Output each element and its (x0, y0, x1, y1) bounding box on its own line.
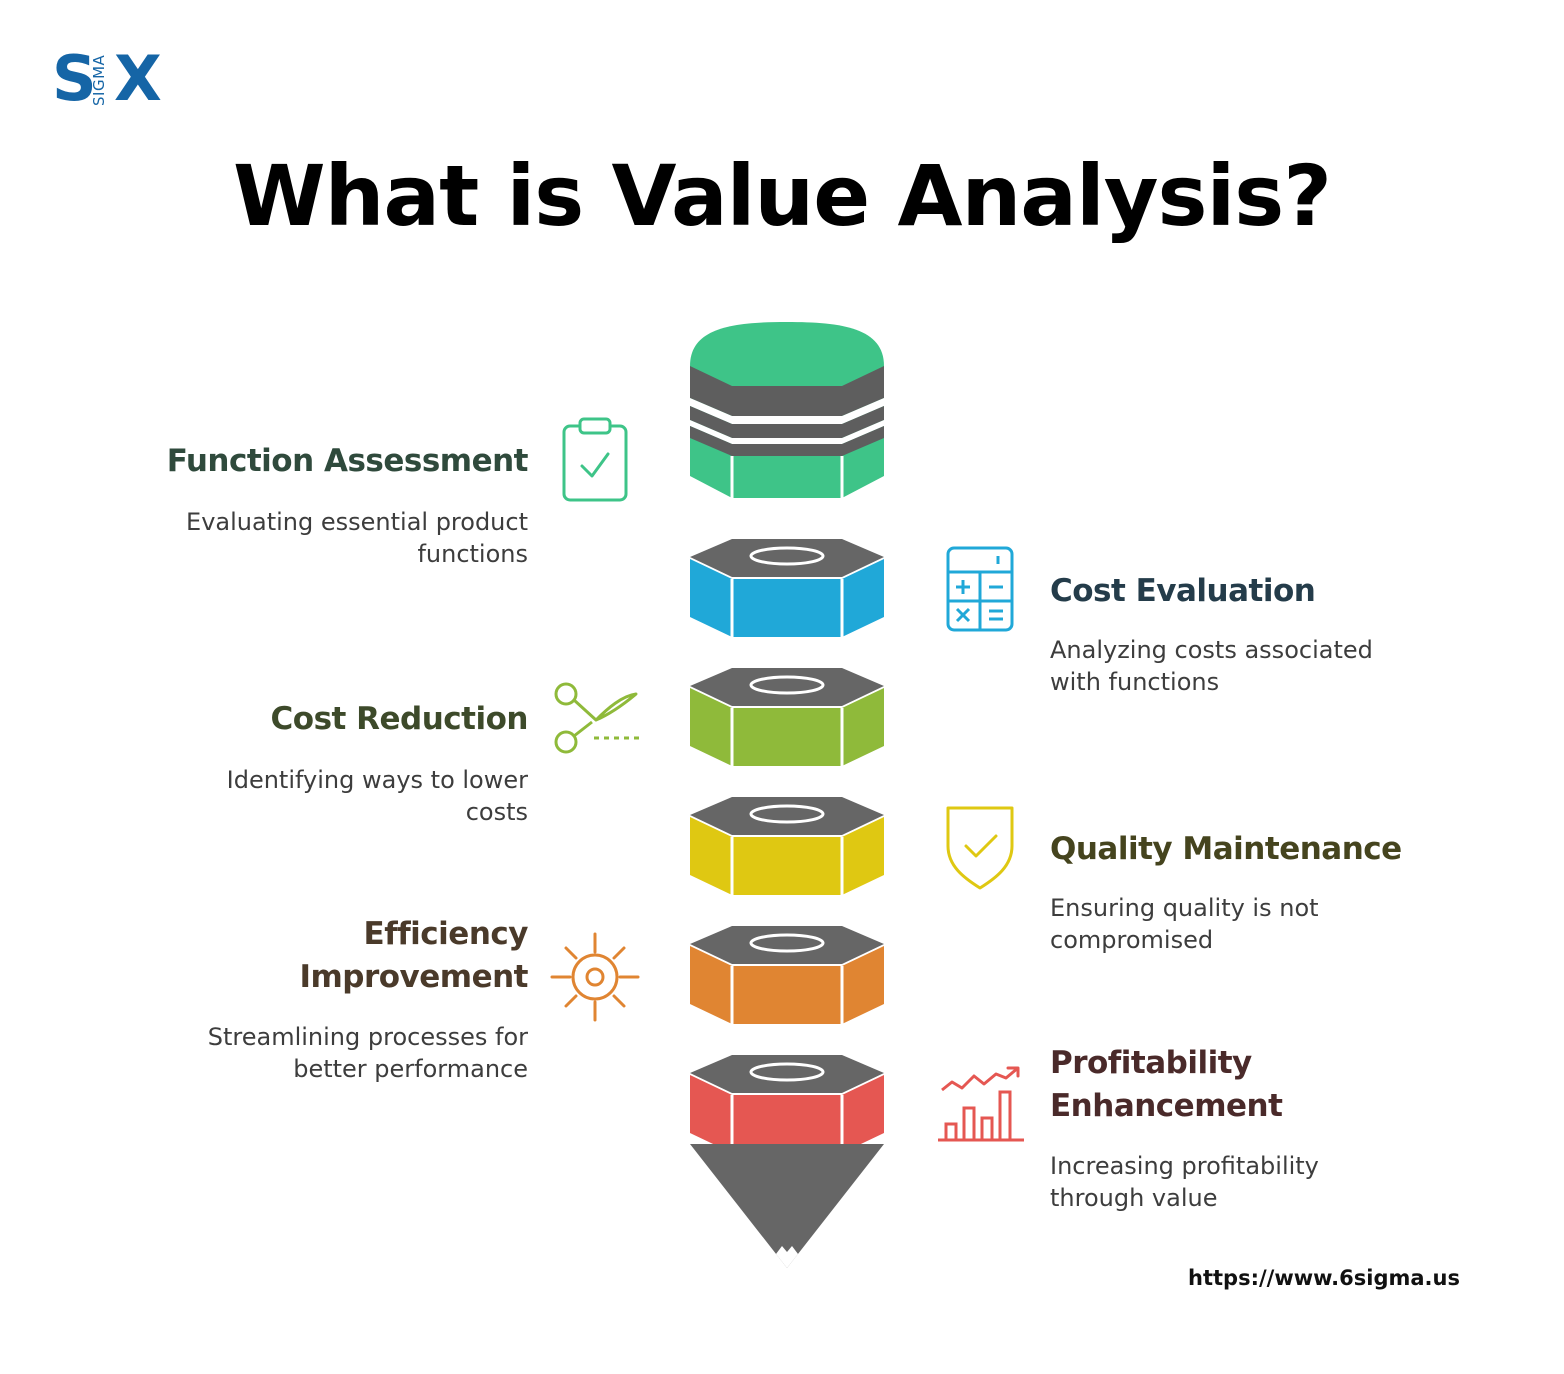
step-heading-cost-reduction: Cost Reduction (270, 701, 529, 737)
stack-block-2 (690, 539, 884, 637)
step-heading-function-assessment: Function Assessment (166, 443, 529, 479)
stack-block-4 (690, 797, 884, 895)
step-description-function-assessment: Evaluating essential product functions (186, 508, 528, 568)
page-title: What is Value Analysis? (232, 147, 1332, 245)
scissors-icon (554, 682, 640, 754)
stack-block-5 (690, 926, 884, 1024)
stack-block-3 (690, 668, 884, 766)
step-heading-quality-maintenance: Quality Maintenance (1050, 831, 1402, 867)
clipboard-check-icon (562, 417, 628, 502)
step-heading-cost-evaluation: Cost Evaluation (1050, 573, 1316, 609)
step-heading-profitability-enhancement: Profitability Enhancement (1050, 1045, 1283, 1124)
stack-block-1 (690, 322, 884, 498)
step-description-cost-reduction: Identifying ways to lower costs (226, 766, 528, 826)
logo-letter-x: X (114, 42, 162, 115)
step-description-quality-maintenance: Ensuring quality is not compromised (1050, 894, 1319, 954)
logo-letter-s: S (52, 42, 97, 115)
step-description-profitability-enhancement: Increasing profitability through value (1050, 1152, 1319, 1212)
step-description-cost-evaluation: Analyzing costs associated with function… (1050, 636, 1373, 696)
source-url: https://www.6sigma.us (1188, 1266, 1460, 1290)
shield-check-icon (946, 806, 1014, 890)
stacked-hexagon-graphic (690, 322, 884, 1268)
stack-block-6 (690, 1055, 884, 1153)
logo: S SIGMA X (52, 48, 164, 112)
calculator-icon (946, 546, 1014, 632)
gear-icon (550, 932, 640, 1022)
growth-chart-icon (938, 1066, 1024, 1142)
stack-tip (690, 1144, 884, 1268)
logo-sigma-text: SIGMA (90, 54, 108, 106)
step-heading-efficiency-improvement: Efficiency Improvement (299, 916, 528, 995)
step-description-efficiency-improvement: Streamlining processes for better perfor… (207, 1023, 528, 1083)
